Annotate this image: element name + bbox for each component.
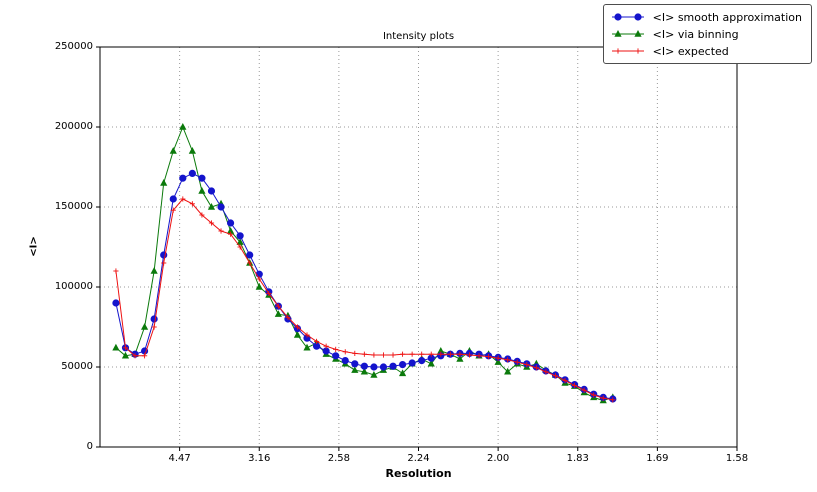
y-tick-label: 200000 [54,121,93,132]
legend-label: <I> via binning [652,27,739,41]
marker-triangle [351,366,359,373]
marker-triangle [614,30,622,37]
marker-circle [246,251,254,259]
marker-circle [226,219,235,227]
x-tick-label: 2.00 [486,453,510,464]
marker-circle [634,13,642,21]
marker-triangle [398,369,407,377]
legend-item-expected: <I> expected [610,43,802,59]
marker-circle [217,203,225,211]
series-line [115,125,613,402]
legend-label: <I> expected [652,44,729,58]
marker-triangle [437,347,445,354]
marker-circle [236,232,244,240]
marker-triangle [634,30,642,37]
y-tick-label: 50000 [61,361,93,372]
legend-marker-circle-icon [611,13,644,21]
marker-circle [198,174,206,182]
marker-triangle [188,147,196,154]
legend-item-smooth-approximation: <I> smooth approximation [610,9,802,25]
marker-circle [614,13,622,21]
marker-triangle [207,203,216,210]
legend-item-via-binning: <I> via binning [610,26,802,42]
marker-triangle [160,179,168,186]
marker-circle [150,315,158,323]
marker-circle [408,359,416,367]
marker-circle [341,357,349,365]
marker-triangle [140,323,149,330]
x-tick-label: 3.16 [248,453,271,464]
marker-circle [370,363,378,371]
marker-triangle [427,359,435,367]
x-tick-label: 1.83 [566,453,589,464]
x-tick-label: 1.58 [725,453,749,464]
x-axis-label: Resolution [385,467,452,480]
marker-circle [169,195,177,203]
marker-circle [112,299,120,307]
marker-circle [418,357,426,365]
marker-triangle [226,227,235,234]
marker-triangle [179,123,187,130]
marker-triangle [150,267,158,274]
marker-circle [389,362,397,370]
marker-triangle [293,331,302,338]
marker-triangle [494,358,502,365]
marker-circle [312,342,321,350]
x-tick-label: 1.69 [646,453,669,464]
marker-triangle [456,355,464,362]
marker-circle [322,347,330,355]
marker-triangle [121,351,130,359]
plot-title: Intensity plots [382,31,455,42]
marker-triangle [236,238,244,245]
marker-triangle [370,371,378,378]
marker-triangle [504,367,512,375]
marker-circle [360,362,368,370]
marker-triangle [112,343,120,351]
y-tick-label: 100000 [54,281,93,292]
marker-circle [207,187,216,195]
y-tick-label: 150000 [54,201,93,212]
marker-circle [188,169,196,177]
marker-triangle [198,187,206,194]
y-tick-label: 0 [86,441,93,452]
marker-circle [398,361,407,369]
legend-marker-triangle-icon [611,30,644,37]
x-tick-label: 4.47 [168,453,191,464]
y-tick-label: 250000 [54,41,93,52]
legend-label: <I> smooth approximation [652,10,802,24]
marker-triangle [274,310,282,317]
marker-triangle [360,367,368,375]
series-plus [113,196,616,403]
marker-triangle [169,147,177,154]
marker-circle [179,174,187,182]
marker-circle [379,363,388,371]
marker-triangle [255,283,263,290]
y-axis-label: <I> [28,236,40,257]
marker-circle [255,270,263,278]
legend-marker-plus-icon [611,48,644,54]
legend: <I> smooth approximation <I> via binning… [602,4,812,64]
x-tick-label: 2.24 [407,453,430,464]
marker-circle [351,360,359,368]
marker-circle [332,352,340,360]
series-triangle [112,123,617,404]
x-tick-label: 2.58 [327,453,350,464]
marker-triangle [303,343,311,351]
